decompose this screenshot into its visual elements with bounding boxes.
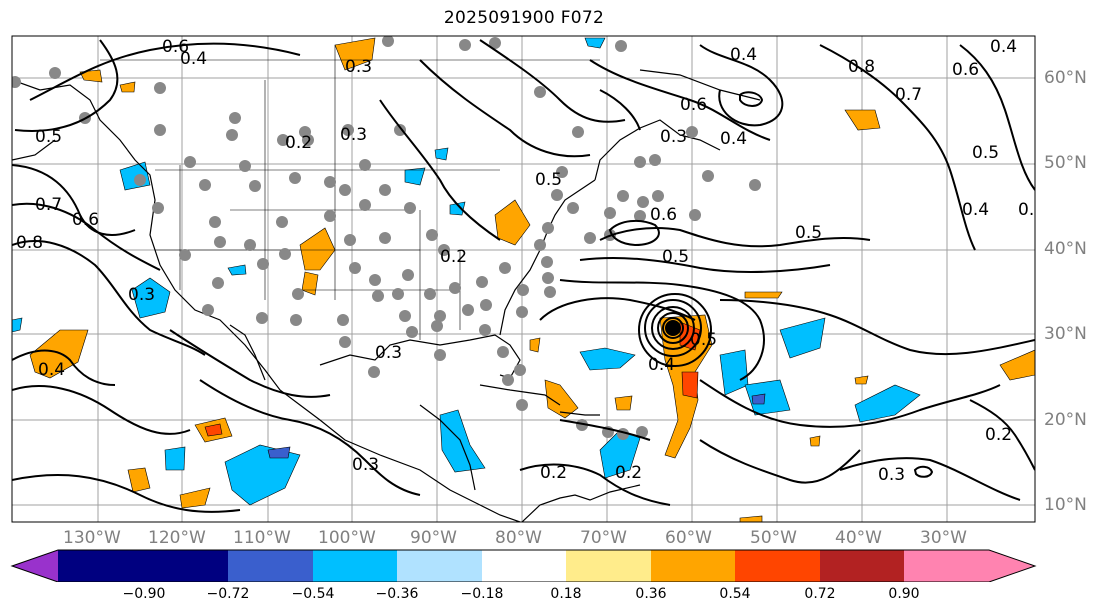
contour-label: 0.6 — [680, 95, 707, 115]
lat-label-40n: 40°N — [1044, 239, 1087, 259]
colorbar-tick-label: 0.36 — [635, 586, 667, 602]
contour-label: 0.4 — [990, 37, 1017, 57]
contour-label: 0.8 — [848, 57, 875, 77]
lon-label-90w: 90°W — [410, 528, 457, 548]
contour-label: 0.4 — [962, 200, 989, 220]
colorbar-tick-label: −0.90 — [122, 586, 166, 602]
station-dots — [12, 36, 761, 440]
contour-label: 0.2 — [285, 133, 312, 153]
contour-label: 0.3 — [878, 465, 905, 485]
colorbar-segment — [313, 550, 397, 582]
contour-label: 0.2 — [985, 425, 1012, 445]
lon-label-110w: 110°W — [233, 528, 291, 548]
contour-label: 0.3 — [352, 455, 379, 475]
contour-label: 0.6 — [162, 37, 189, 57]
colorbar-tick-label: 0.54 — [719, 586, 751, 602]
contour-label: 0.4 — [180, 49, 207, 69]
contour-label: 0.4 — [720, 129, 747, 149]
contour-label: 0.7 — [35, 195, 62, 215]
lat-label-60n: 60°N — [1044, 68, 1087, 88]
colorbar-segment — [566, 550, 651, 582]
colorbar-segment — [482, 550, 566, 582]
contour-label: 0.3 — [340, 125, 367, 145]
map-plot: 0.6 0.4 0.3 0.4 0.8 0.6 0.4 0.7 0.2 0.3 … — [11, 35, 1045, 523]
hurricane-center — [665, 320, 681, 336]
contour-label: 0.3 — [375, 343, 402, 363]
contour-label: 0.2 — [540, 463, 567, 483]
contour-label: 0.5 — [972, 143, 999, 163]
contour-label: 0.5 — [690, 330, 717, 350]
colorbar-segment — [228, 550, 313, 582]
anomaly-fills — [12, 37, 1035, 522]
colorbar-segment — [735, 550, 820, 582]
colorbar-segment — [989, 550, 1035, 582]
lat-label-10n: 10°N — [1044, 495, 1087, 515]
contour-label: 0.4 — [38, 360, 65, 380]
lon-label-100w: 100°W — [318, 528, 376, 548]
contour-label: 0.5 — [662, 247, 689, 267]
colorbar-tick-label: 0.72 — [804, 586, 836, 602]
contour-label: 0.3 — [128, 285, 155, 305]
colorbar-segment — [144, 550, 228, 582]
colorbar-segment — [820, 550, 904, 582]
lon-label-80w: 80°W — [495, 528, 542, 548]
lat-label-30n: 30°N — [1044, 324, 1087, 344]
lon-label-120w: 120°W — [148, 528, 206, 548]
lon-label-40w: 40°W — [835, 528, 882, 548]
colorbar-segment — [12, 550, 58, 582]
lon-label-60w: 60°W — [665, 528, 712, 548]
colorbar-segment — [651, 550, 735, 582]
contour-label: 0.6 — [952, 60, 979, 80]
colorbar-tick-label: 0.90 — [888, 586, 920, 602]
contour-label: 0.3 — [345, 57, 372, 77]
colorbar-tick-label: −0.18 — [460, 586, 504, 602]
contour-label: 0.8 — [16, 233, 43, 253]
lat-label-50n: 50°N — [1044, 153, 1087, 173]
contour-labels: 0.6 0.4 0.3 0.4 0.8 0.6 0.4 0.7 0.2 0.3 … — [16, 37, 1045, 485]
colorbar-tick-label: −0.36 — [375, 586, 419, 602]
colorbar-segment — [904, 550, 989, 582]
contour-label: 0.5 — [535, 170, 562, 190]
contour-label: 0.4 — [1018, 200, 1045, 220]
contour-label: 0.6 — [72, 210, 99, 230]
map-title: 2025091900 F072 — [443, 8, 605, 28]
contour-label: 0.4 — [648, 355, 675, 375]
lat-label-20n: 20°N — [1044, 410, 1087, 430]
colorbar-tick-label: −0.54 — [291, 586, 335, 602]
lon-label-130w: 130°W — [63, 528, 121, 548]
lon-label-70w: 70°W — [580, 528, 627, 548]
colorbar-segment — [58, 550, 144, 582]
contour-label: 0.7 — [895, 85, 922, 105]
contour-label: 0.3 — [660, 127, 687, 147]
contour-label: 0.5 — [795, 223, 822, 243]
lon-label-50w: 50°W — [750, 528, 797, 548]
colorbar — [10, 549, 1037, 582]
hurricane-contours — [638, 293, 712, 367]
colorbar-tick-label: −0.72 — [206, 586, 250, 602]
contour-label: 0.2 — [615, 463, 642, 483]
colorbar-tick-label: 0.18 — [550, 586, 582, 602]
gridlines — [12, 36, 1035, 522]
contour-label: 0.6 — [650, 205, 677, 225]
contour-lines — [12, 39, 1035, 513]
contour-label: 0.5 — [35, 127, 62, 147]
colorbar-segment — [397, 550, 482, 582]
contour-label: 0.4 — [730, 45, 757, 65]
contour-label: 0.2 — [440, 247, 467, 267]
lon-label-30w: 30°W — [920, 528, 967, 548]
